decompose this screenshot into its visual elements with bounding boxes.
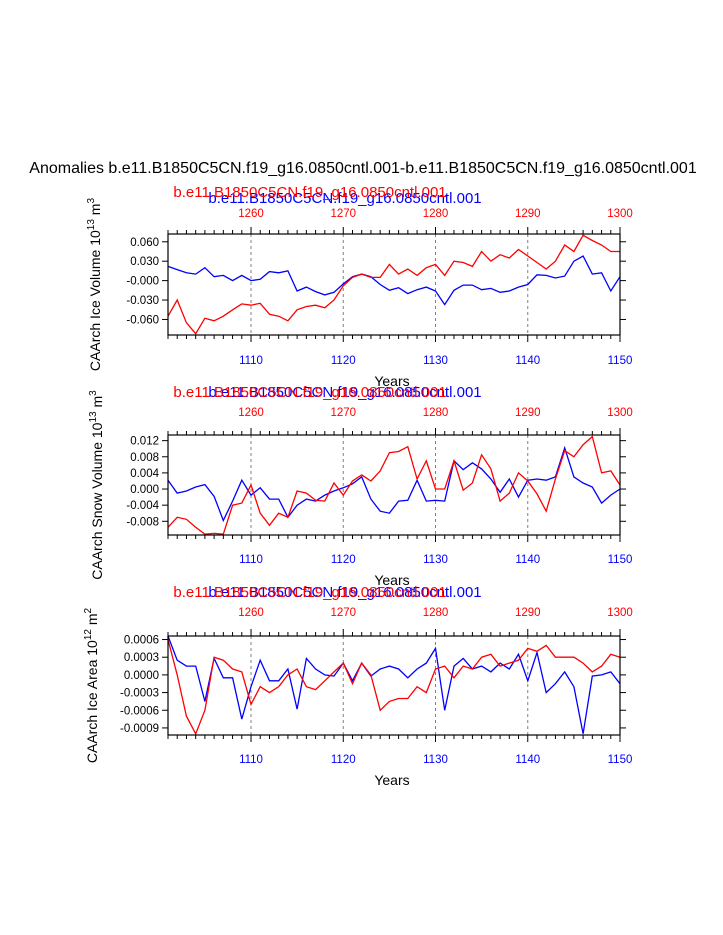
series-line-blue — [167, 635, 621, 734]
x-tick-label: 1150 — [608, 754, 633, 766]
y-tick-label: -0.000 — [126, 276, 159, 288]
y-tick-label: 0.008 — [130, 452, 159, 464]
x-tick-label: 1110 — [239, 554, 263, 566]
chart-panel-2: 0.012 0.008 0.004 0.000 -0.004 -0.008 1110 1120… — [88, 384, 633, 588]
y-tick-label: -0.004 — [126, 500, 159, 512]
x-tick-label: 1150 — [608, 554, 633, 566]
panel-title-red: b.e11.B1850C5CN.f19_g16.0850cntl.001 — [173, 184, 446, 201]
x-axis-label: Years — [374, 772, 409, 788]
y-tick-label: -0.0009 — [120, 723, 159, 735]
plot-frame — [167, 233, 621, 336]
y-tick-label: -0.008 — [126, 516, 159, 528]
x-axis-label: Years — [374, 572, 409, 588]
x-top-tick-label: 1280 — [423, 208, 449, 220]
panel-title-blue: b.e11.B1850C5CN.f19_g16.0850cntl.001 — [208, 584, 481, 601]
x-top-tick-label: 1270 — [330, 208, 356, 220]
y-tick-label: 0.060 — [130, 237, 159, 249]
x-tick-label: 1120 — [331, 355, 356, 367]
y-tick-label: 0.0003 — [124, 652, 159, 664]
x-tick-label: 1110 — [239, 754, 263, 766]
x-tick-label: 1140 — [515, 754, 540, 766]
series-line-red — [167, 234, 620, 335]
x-tick-label: 1130 — [423, 554, 448, 566]
x-tick-label: 1110 — [239, 355, 263, 367]
x-top-tick-label: 1300 — [607, 607, 633, 619]
x-tick-label: 1130 — [423, 355, 448, 367]
x-top-tick-label: 1270 — [330, 407, 356, 419]
x-top-tick-label: 1260 — [238, 607, 264, 619]
x-top-tick-label: 1290 — [515, 607, 541, 619]
y-tick-label: -0.0003 — [120, 688, 159, 700]
x-top-tick-label: 1260 — [238, 407, 264, 419]
x-tick-label: 1150 — [608, 355, 633, 367]
x-axis-label: Years — [374, 373, 409, 389]
series-line-red — [167, 435, 621, 535]
x-top-tick-label: 1280 — [423, 607, 449, 619]
page-title: Anomalies b.e11.B1850C5CN.f19_g16.0850cn… — [29, 160, 697, 177]
x-tick-label: 1120 — [331, 554, 356, 566]
panel-title-blue: b.e11.B1850C5CN.f19_g16.0850cntl.001 — [208, 190, 481, 207]
x-tick-label: 1140 — [515, 355, 540, 367]
x-top-tick-label: 1270 — [330, 607, 356, 619]
y-tick-label: 0.0006 — [124, 635, 159, 647]
x-top-tick-label: 1290 — [515, 208, 541, 220]
y-tick-label: 0.012 — [130, 436, 159, 448]
x-top-tick-label: 1300 — [607, 407, 633, 419]
series-line-blue — [167, 445, 621, 523]
y-tick-label: 0.030 — [130, 256, 159, 268]
y-axis-label: CAArch Ice Area 1012 m2 — [83, 607, 100, 763]
y-tick-label: -0.0006 — [120, 705, 159, 717]
y-axis-label: CAArch Ice Volume 1013 m3 — [86, 198, 103, 372]
x-tick-label: 1120 — [331, 754, 356, 766]
y-tick-label: 0.0000 — [124, 670, 159, 682]
plot-frame — [167, 434, 621, 536]
panel-title-red: b.e11.B1850C5CN.f19_g16.0850cntl.001 — [173, 384, 446, 401]
chart-panel-1: 0.060 0.030 -0.000 -0.030 -0.060 1110 1120 1130… — [86, 184, 633, 389]
y-tick-label: -0.060 — [126, 314, 159, 326]
panel-title-red: b.e11.B1850C5CN.f19_g16.0850cntl.001 — [173, 584, 446, 601]
x-tick-label: 1140 — [515, 554, 540, 566]
y-tick-label: -0.030 — [126, 295, 159, 307]
y-axis-label: CAArch Snow Volume 1013 m3 — [88, 390, 105, 580]
chart-panel-3: 0.0006 0.0003 0.0000 -0.0003 -0.0006 -0.0009 1… — [83, 584, 633, 788]
y-tick-label: 0.000 — [130, 484, 159, 496]
x-top-tick-label: 1290 — [515, 407, 541, 419]
series-line-blue — [167, 255, 621, 306]
panel-title-blue: b.e11.B1850C5CN.f19_g16.0850cntl.001 — [208, 384, 481, 401]
plot-frame — [167, 635, 621, 736]
x-top-tick-label: 1280 — [423, 407, 449, 419]
y-tick-label: 0.004 — [130, 468, 159, 480]
series-line-red — [167, 639, 621, 736]
x-tick-label: 1130 — [423, 754, 448, 766]
x-top-tick-label: 1300 — [607, 208, 633, 220]
x-top-tick-label: 1260 — [238, 208, 264, 220]
